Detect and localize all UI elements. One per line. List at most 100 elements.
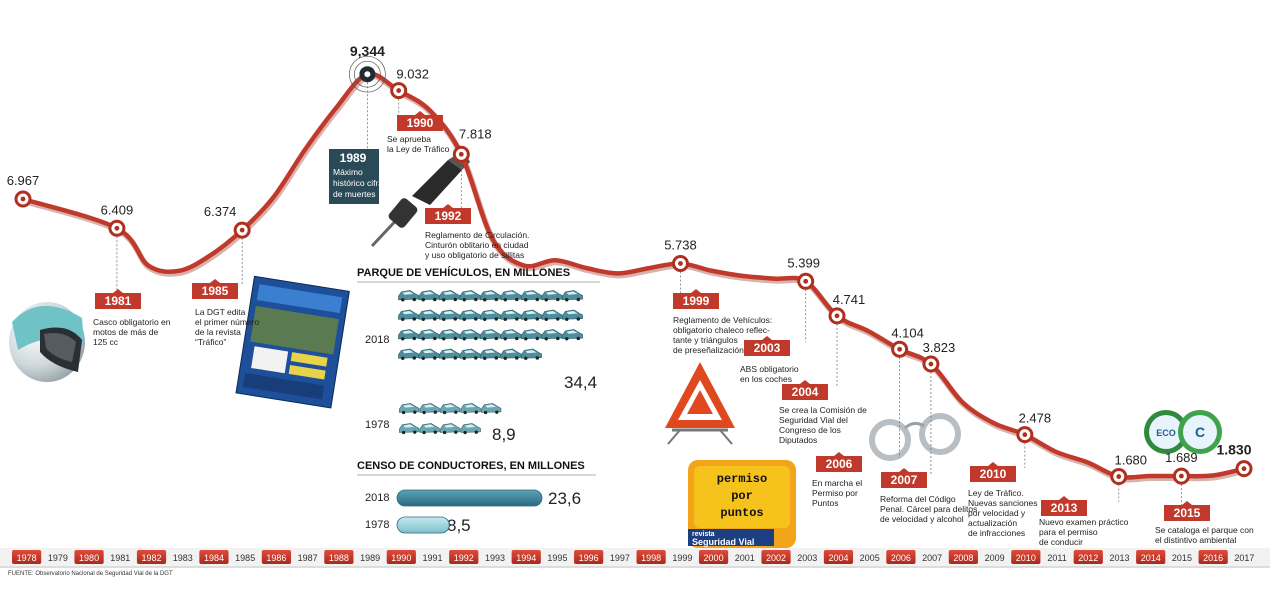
- event-text-line: para el permiso: [1039, 527, 1098, 537]
- drivers-bar-1978: [396, 516, 450, 534]
- event-text-line: Se cataloga el parque con: [1155, 525, 1254, 535]
- timeline-highlight: [74, 550, 104, 564]
- event-text-line: Casco obligatorio en: [93, 317, 171, 327]
- data-label: 6.967: [7, 173, 40, 188]
- event-text-line: Se aprueba: [387, 134, 431, 144]
- x-tick-label: 1980: [79, 553, 99, 563]
- event-box: [329, 149, 379, 204]
- car-icon: [439, 348, 460, 361]
- permiso-word: permiso: [717, 472, 767, 486]
- car-icon: [399, 403, 420, 415]
- source-note: FUENTE: Observatorio Nacional de Segurid…: [8, 571, 173, 577]
- car-icon: [440, 423, 461, 435]
- vehicles-value-1978: 8,9: [492, 425, 516, 444]
- por-word: por: [731, 489, 753, 503]
- x-tick-label: 2012: [1078, 553, 1098, 563]
- event-year: 2010: [980, 467, 1007, 481]
- car-icon: [398, 309, 419, 322]
- car-icon: [459, 348, 481, 361]
- car-icon: [562, 309, 583, 322]
- car-icon: [541, 329, 563, 341]
- event-text-line: histórico cifra: [333, 178, 383, 188]
- series-line: [20, 71, 1247, 480]
- drivers-year-2018: 2018: [365, 492, 389, 504]
- event-text-line: en los coches: [740, 374, 792, 384]
- timeline-highlight: [948, 550, 978, 564]
- event-text-line: por velocidad y: [968, 508, 1026, 518]
- x-tick-label: 1988: [329, 553, 349, 563]
- car-icon: [439, 290, 460, 302]
- car-icon: [480, 329, 501, 341]
- data-point-center: [396, 88, 402, 93]
- c-badge-text: C: [1195, 424, 1205, 440]
- event-box: [673, 293, 719, 309]
- car-icon: [419, 423, 440, 435]
- event-year: 2007: [891, 473, 918, 487]
- event-text-line: el primer número: [195, 317, 260, 327]
- data-point-center: [1022, 432, 1028, 438]
- event-text-line: de la revista: [195, 327, 241, 337]
- event-text-line: Penal. Cárcel para delitos: [880, 504, 977, 514]
- data-label: 5.738: [664, 238, 697, 253]
- event-text-line: ABS obligatorio: [740, 364, 799, 374]
- x-tick-label: 1996: [579, 553, 599, 563]
- car-icon: [419, 403, 440, 415]
- handcuffs-image: [869, 413, 961, 461]
- x-tick-label: 1979: [48, 553, 68, 563]
- timeline-highlight: [1198, 550, 1228, 564]
- x-tick-label: 2010: [1016, 553, 1036, 563]
- car-icon: [418, 329, 440, 341]
- x-tick-label: 2001: [735, 553, 755, 563]
- timeline-highlight: [386, 550, 416, 564]
- event-year: 2003: [754, 341, 781, 355]
- car-icon: [459, 329, 481, 341]
- timeline-highlight: [823, 550, 854, 564]
- car-icon: [398, 290, 419, 302]
- car-icon: [399, 423, 420, 435]
- car-icon: [459, 290, 481, 302]
- car-icon: [521, 290, 542, 302]
- car-icon: [521, 348, 542, 361]
- car-icon: [562, 290, 583, 302]
- eco-badge-text: ECO: [1156, 428, 1176, 438]
- x-tick-label: 1987: [298, 553, 318, 563]
- x-tick-label: 1997: [610, 553, 630, 563]
- data-point-center: [458, 151, 464, 157]
- event-text-line: Reforma del Código: [880, 494, 956, 504]
- event-text-line: “Tráfico”: [195, 337, 226, 347]
- data-point-center: [928, 361, 934, 367]
- x-tick-label: 2016: [1203, 553, 1223, 563]
- data-point-center: [1178, 473, 1184, 479]
- drivers-bar-2018: [396, 489, 543, 507]
- x-tick-label: 2015: [1172, 553, 1192, 563]
- car-icon: [440, 403, 461, 415]
- event-text-line: el distintivo ambiental: [1155, 535, 1236, 545]
- car-icon: [480, 290, 501, 302]
- car-icon: [398, 329, 419, 341]
- x-tick-label: 2005: [860, 553, 880, 563]
- vehicles-value-2018: 34,4: [564, 373, 597, 392]
- event-text-line: Puntos: [812, 498, 838, 508]
- data-label: 2.478: [1019, 411, 1052, 426]
- data-point-center: [897, 346, 903, 352]
- x-tick-label: 2009: [985, 553, 1005, 563]
- event-text-line: de conducir: [1039, 537, 1083, 547]
- x-tick-label: 1995: [547, 553, 567, 563]
- car-icon: [398, 348, 419, 361]
- event-year: 1989: [340, 151, 367, 165]
- data-label: 4.741: [833, 292, 866, 307]
- event-text-line: obligatorio chaleco reflec-: [673, 325, 770, 335]
- car-icon: [480, 348, 501, 361]
- x-tick-label: 1982: [141, 553, 161, 563]
- data-point-center: [1116, 474, 1122, 479]
- event-box: [397, 115, 443, 131]
- event-text-line: de infracciones: [968, 528, 1025, 538]
- timeline-highlight: [12, 550, 42, 564]
- timeline-highlight: [511, 550, 541, 564]
- x-tick-label: 2002: [766, 553, 786, 563]
